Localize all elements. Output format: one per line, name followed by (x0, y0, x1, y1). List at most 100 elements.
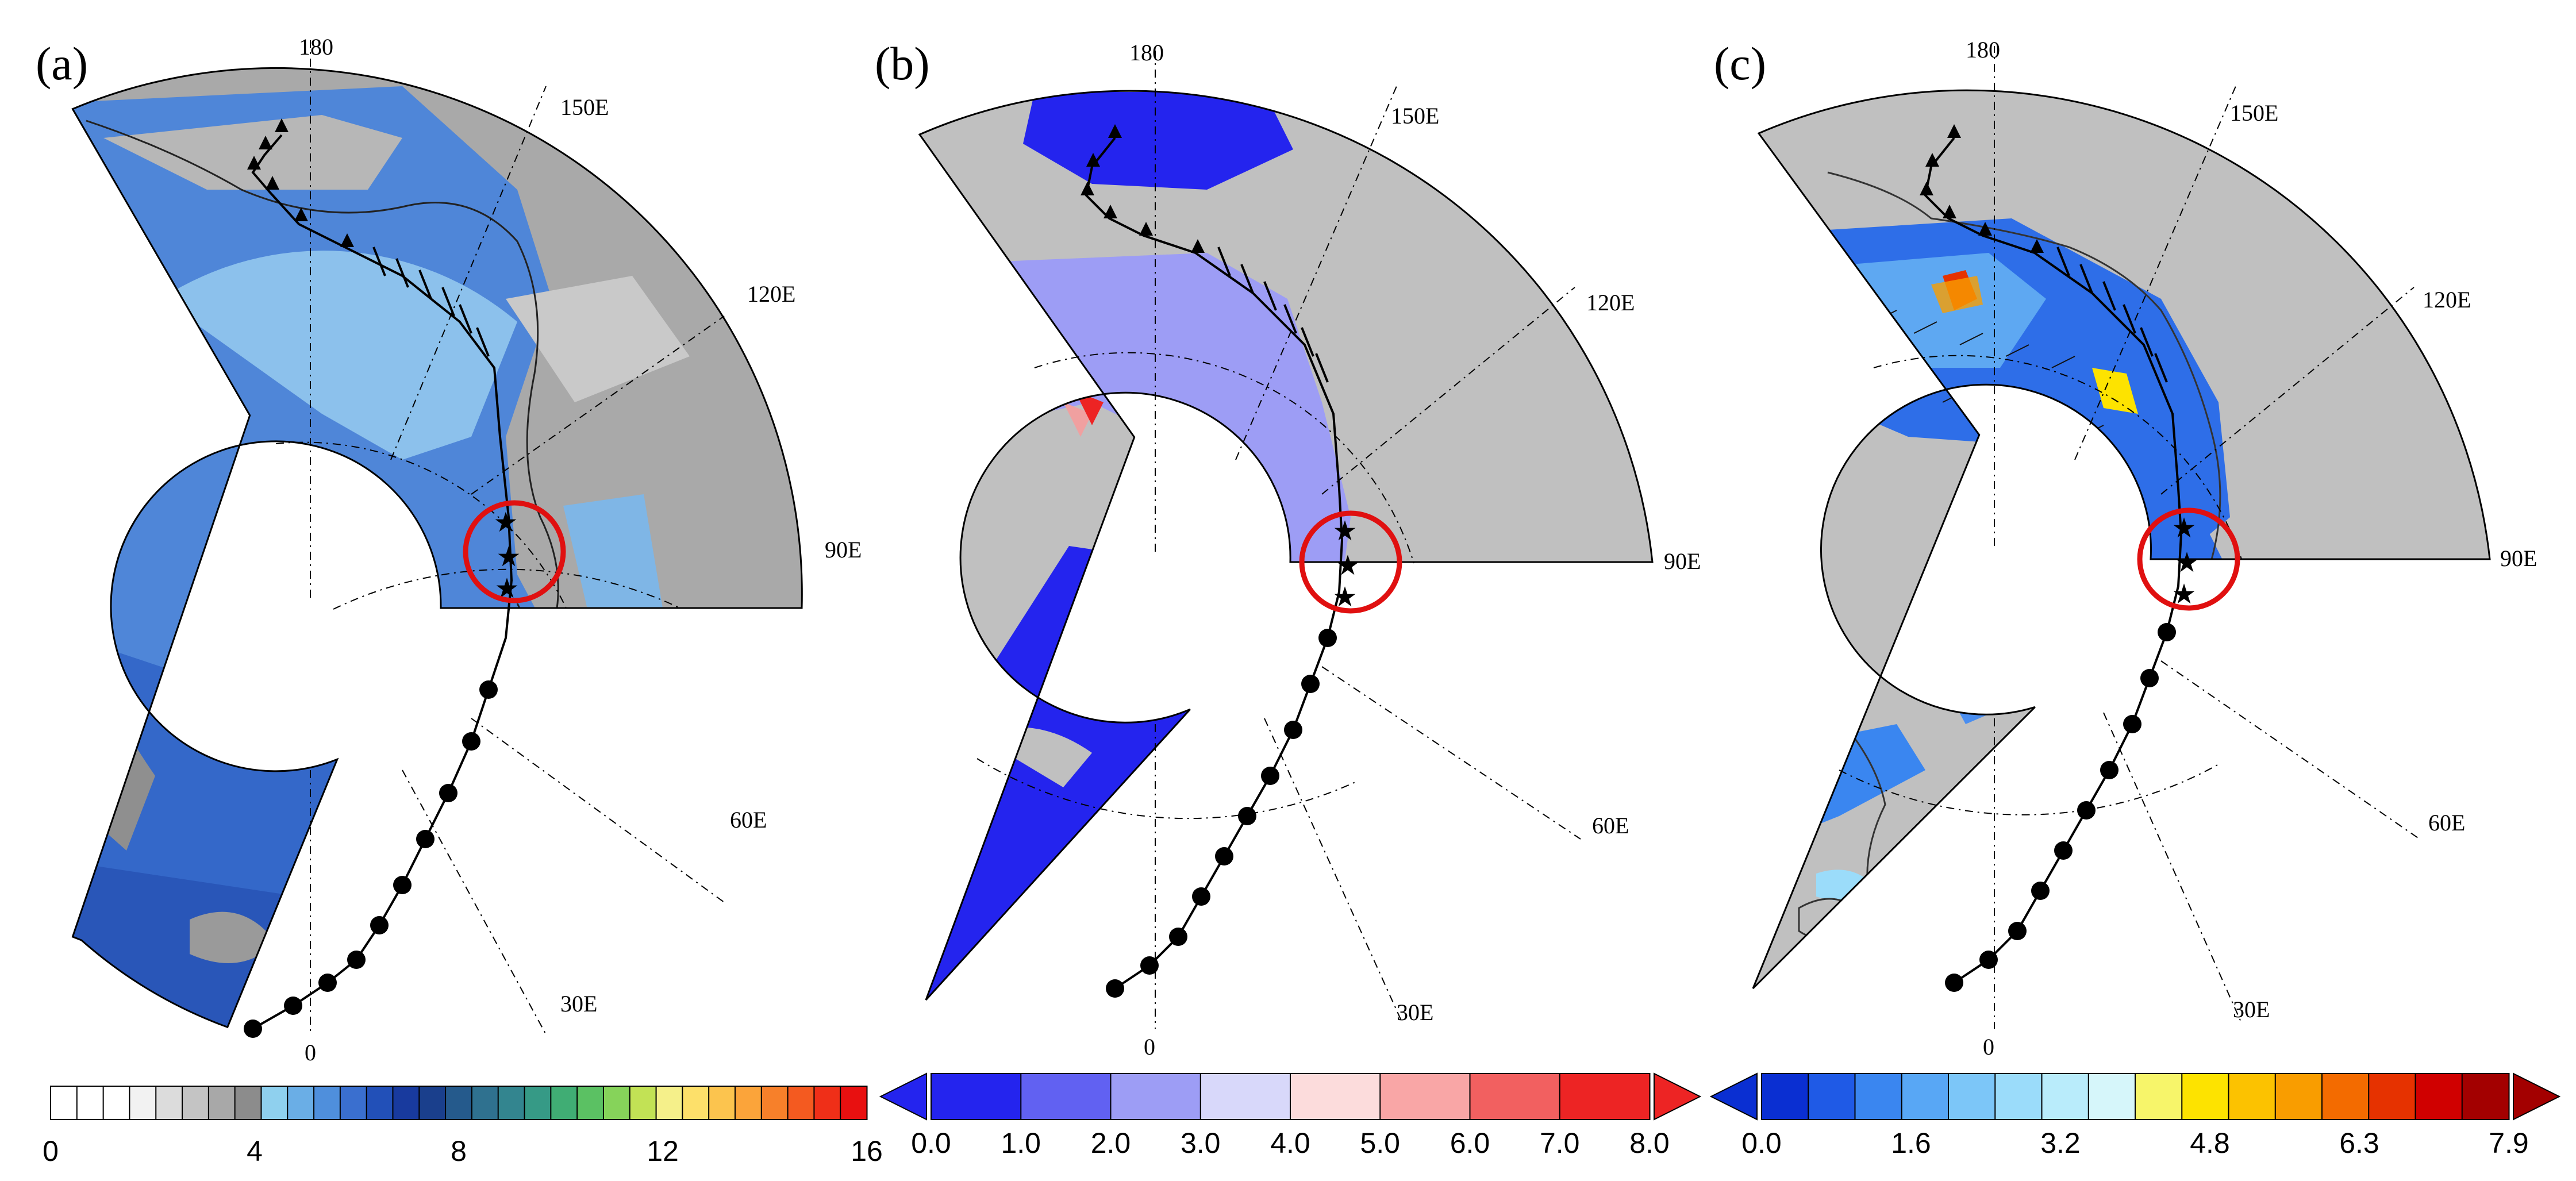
lon-labels-c: 180 150E 120E 90E 60E 30E 0 (1966, 37, 2537, 1060)
colorbars: 0 4 8 12 16 0.0 1.0 2.0 3.0 4.0 5.0 6.0 7.0 8.0 0.0 1.6… (43, 1072, 2561, 1167)
track-markers-c: ★ ★ ★ (1920, 124, 2200, 992)
colorbar-b-tick-label: 0.0 (911, 1127, 951, 1159)
colorbar-c-max-arrow (2513, 1072, 2561, 1121)
track-crosses-c (2056, 247, 2168, 383)
colorbar-a-swatch (708, 1086, 736, 1120)
colorbar-a-swatch (524, 1086, 552, 1120)
lon-60e-c: 60E (2428, 810, 2465, 836)
colorbar-a-swatch (129, 1086, 157, 1120)
svg-text:★: ★ (2174, 548, 2199, 578)
colorbar-c: 0.0 1.6 3.2 4.8 6.3 7.9 (1709, 1072, 2561, 1159)
colorbar-a-swatch (471, 1086, 499, 1120)
lon-60e-b: 60E (1592, 813, 1629, 838)
lon-90e-c: 90E (2500, 545, 2537, 571)
svg-text:★: ★ (496, 542, 521, 572)
colorbar-c-tick-label: 1.6 (1891, 1127, 1931, 1159)
colorbar-a-swatch (550, 1086, 578, 1120)
graticule-b (976, 46, 1652, 1029)
colorbar-a-swatch (813, 1086, 841, 1120)
colorbar-b-swatch (1469, 1073, 1561, 1120)
lon-30e-b: 30E (1397, 999, 1433, 1025)
colorbar-c-swatch (2274, 1073, 2323, 1120)
colorbar-a-swatch (102, 1086, 130, 1120)
highlight-circle-a (463, 500, 566, 603)
colorbar-c-swatch (1808, 1073, 1856, 1120)
svg-text:★: ★ (493, 507, 518, 538)
highlight-circle-c (2137, 507, 2240, 611)
colorbar-c-swatch (1761, 1073, 1809, 1120)
colorbar-b-swatch (1020, 1073, 1112, 1120)
graticule-a (275, 40, 802, 1035)
track-crosses-b (1217, 247, 1329, 383)
colorbar-b: 0.0 1.0 2.0 3.0 4.0 5.0 6.0 7.0 8.0 (879, 1072, 1702, 1159)
colorbar-a-swatch (155, 1086, 183, 1120)
map-c (1753, 90, 2490, 989)
svg-text:★: ★ (1332, 516, 1357, 547)
colorbar-a-swatch (76, 1086, 105, 1120)
colorbar-c-tick-label: 3.2 (2040, 1127, 2081, 1159)
colorbar-b-tick-label: 4.0 (1270, 1127, 1310, 1159)
colorbar-a-swatch (840, 1086, 868, 1120)
lon-labels-b: 180 150E 120E 90E 60E 30E 0 (1129, 40, 1701, 1060)
colorbar-a: 0 4 8 12 16 (43, 1086, 883, 1167)
colorbar-a-swatch (313, 1086, 341, 1120)
colorbar-b-tick-label: 1.0 (1001, 1127, 1041, 1159)
colorbar-a-tick-label: 4 (247, 1135, 263, 1167)
colorbar-c-tick-label: 6.3 (2339, 1127, 2379, 1159)
lon-120e-c: 120E (2423, 287, 2471, 313)
lon-30e-c: 30E (2233, 997, 2270, 1022)
track-markers-b: ★ ★ ★ (1081, 124, 1360, 998)
colorbar-c-swatch (2087, 1073, 2136, 1120)
colorbar-a-swatch (655, 1086, 683, 1120)
colorbar-c-swatch (2228, 1073, 2277, 1120)
map-a (72, 68, 802, 1028)
colorbar-a-swatch (260, 1086, 289, 1120)
colorbar-a-swatch (182, 1086, 210, 1120)
colorbar-a-swatch (602, 1086, 631, 1120)
colorbar-c-swatch (1901, 1073, 1950, 1120)
track-b (1085, 137, 1344, 990)
colorbar-b-swatch (1379, 1073, 1471, 1120)
colorbar-c-swatch (2414, 1073, 2463, 1120)
lon-120e-b: 120E (1586, 290, 1635, 316)
lon-labels-a: 180 150E 120E 90E 60E 30E 0 (299, 34, 862, 1065)
colorbar-c-swatch (1854, 1073, 1903, 1120)
colorbar-c-tick-label: 4.8 (2190, 1127, 2230, 1159)
colorbar-b-tick-label: 5.0 (1360, 1127, 1400, 1159)
colorbar-b-swatch (1110, 1073, 1202, 1120)
track-crosses-a (372, 247, 490, 357)
panel-c: ★ ★ ★ (c) 180 150E 120E 90E 60E 30E 0 (1714, 37, 2537, 1060)
colorbar-a-swatch (760, 1086, 789, 1120)
panel-label-a: (a) (36, 37, 88, 90)
colorbar-a-swatch (445, 1086, 473, 1120)
lon-180-c: 180 (1966, 37, 2000, 63)
svg-text:★: ★ (1335, 551, 1360, 581)
colorbar-c-swatch (2321, 1073, 2370, 1120)
colorbar-a-swatch (207, 1086, 236, 1120)
colorbar-a-swatch (418, 1086, 447, 1120)
colorbar-b-tick-label: 2.0 (1091, 1127, 1131, 1159)
colorbar-a-swatch (682, 1086, 710, 1120)
colorbar-a-swatch (576, 1086, 605, 1120)
colorbar-c-swatch (2368, 1073, 2416, 1120)
colorbar-a-swatch (734, 1086, 763, 1120)
lon-30e-a: 30E (560, 991, 597, 1017)
colorbar-b-min-arrow (879, 1072, 927, 1121)
colorbar-a-swatch (366, 1086, 394, 1120)
colorbar-b-swatch (1199, 1073, 1291, 1120)
colorbar-c-swatch (2461, 1073, 2510, 1120)
colorbar-c-swatch (2041, 1073, 2090, 1120)
colorbar-a-swatch (339, 1086, 368, 1120)
lon-0-b: 0 (1144, 1034, 1155, 1060)
colorbar-a-tick-label: 0 (43, 1135, 59, 1167)
graticule-c (1839, 46, 2490, 1029)
lon-180-a: 180 (299, 34, 333, 60)
colorbar-b-tick-label: 6.0 (1450, 1127, 1490, 1159)
colorbar-b-swatch (1290, 1073, 1381, 1120)
colorbar-a-swatch (287, 1086, 315, 1120)
colorbar-a-tick-label: 12 (647, 1135, 679, 1167)
colorbar-c-tick-label: 7.9 (2489, 1127, 2529, 1159)
lon-90e-a: 90E (825, 537, 862, 563)
colorbar-c-swatch (1994, 1073, 2043, 1120)
